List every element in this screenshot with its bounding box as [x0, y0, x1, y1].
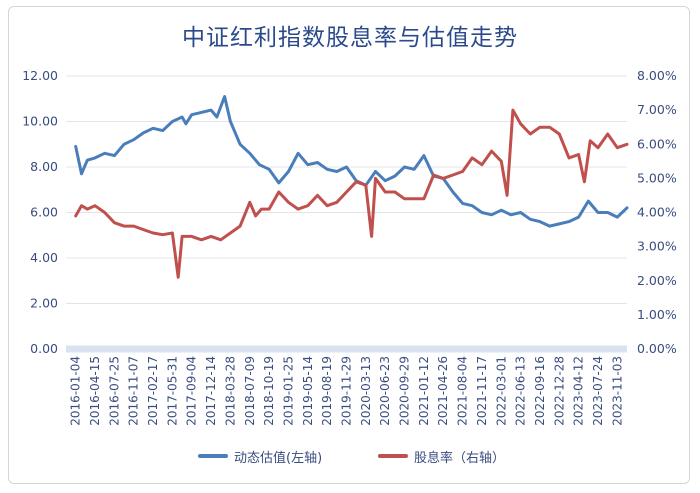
x-tick-label: 2022-12-28 — [552, 356, 566, 426]
legend-label-dividend-yield: 股息率（右轴） — [414, 450, 506, 466]
right-y-tick-label: 1.00% — [637, 307, 677, 322]
left-y-tick-label: 6.00 — [30, 205, 58, 220]
chart-title: 中证红利指数股息率与估值走势 — [182, 25, 518, 51]
legend-item-dividend-yield: 股息率（右轴） — [378, 446, 505, 466]
x-tick-label: 2017-09-04 — [185, 356, 199, 426]
right-y-tick-label: 2.00% — [637, 273, 677, 288]
grid-lines — [66, 75, 627, 353]
x-tick-label: 2016-01-04 — [69, 356, 83, 426]
right-y-tick-label: 7.00% — [637, 102, 677, 117]
left-y-axis-ticks: 12.00 10.00 8.00 6.00 4.00 2.00 0.00 — [22, 68, 58, 356]
x-tick-label: 2021-11-17 — [475, 356, 489, 426]
series-line-valuation — [74, 95, 629, 228]
x-tick-label: 2019-05-14 — [301, 356, 315, 426]
legend-swatch-dividend-yield — [378, 454, 408, 458]
legend-item-valuation: 动态估值(左轴) — [198, 446, 322, 466]
x-axis-ticks: 2016-01-04 2016-04-15 2016-07-25 2016-11-07… — [69, 356, 625, 426]
x-tick-label: 2017-12-14 — [204, 356, 218, 426]
right-y-tick-label: 0.00% — [637, 341, 677, 356]
right-y-axis-ticks: 8.00% 7.00% 6.00% 5.00% 4.00% 3.00% 2.00% 1.00%… — [637, 68, 677, 356]
right-y-tick-label: 5.00% — [637, 170, 677, 185]
x-tick-label: 2017-05-31 — [165, 356, 179, 426]
x-tick-label: 2018-10-19 — [262, 356, 276, 426]
right-y-tick-label: 4.00% — [637, 205, 677, 220]
legend-label-valuation: 动态估值(左轴) — [234, 450, 323, 466]
x-tick-label: 2022-03-01 — [494, 356, 508, 426]
x-tick-label: 2019-11-29 — [340, 356, 354, 426]
left-y-tick-label: 4.00 — [30, 250, 58, 265]
x-tick-label: 2019-01-25 — [281, 356, 295, 426]
left-y-tick-label: 10.00 — [22, 114, 58, 129]
x-tick-label: 2016-07-25 — [107, 356, 121, 426]
legend: 动态估值(左轴) 股息率（右轴） — [0, 446, 700, 466]
left-y-tick-label: 12.00 — [22, 68, 58, 83]
right-y-tick-label: 6.00% — [637, 136, 677, 151]
x-tick-label: 2018-03-28 — [223, 356, 237, 426]
x-tick-label: 2018-07-09 — [243, 356, 257, 426]
x-tick-label: 2020-03-13 — [359, 356, 373, 426]
left-y-tick-label: 8.00 — [30, 159, 58, 174]
x-tick-label: 2021-04-26 — [436, 356, 450, 426]
series-lines — [74, 95, 629, 279]
right-y-tick-label: 3.00% — [637, 239, 677, 254]
x-tick-label: 2021-08-04 — [456, 356, 470, 426]
left-y-tick-label: 0.00 — [30, 341, 58, 356]
left-y-tick-label: 2.00 — [30, 296, 58, 311]
right-y-tick-label: 8.00% — [637, 68, 677, 83]
x-tick-label: 2023-11-03 — [610, 356, 624, 426]
x-tick-label: 2023-07-24 — [591, 356, 605, 426]
x-tick-label: 2021-01-12 — [417, 356, 431, 426]
x-tick-label: 2022-06-13 — [514, 356, 528, 426]
x-tick-label: 2017-02-17 — [146, 356, 160, 426]
chart-frame — [8, 6, 690, 484]
x-tick-label: 2022-09-16 — [533, 356, 547, 426]
x-tick-label: 2023-04-12 — [572, 356, 586, 426]
x-tick-label: 2019-08-19 — [320, 356, 334, 426]
x-tick-label: 2020-06-23 — [378, 356, 392, 426]
x-tick-label: 2020-09-29 — [398, 356, 412, 426]
legend-swatch-valuation — [198, 454, 228, 458]
series-line-dividend-yield — [74, 108, 629, 279]
x-tick-label: 2016-11-07 — [127, 356, 141, 426]
x-tick-label: 2016-04-15 — [88, 356, 102, 426]
